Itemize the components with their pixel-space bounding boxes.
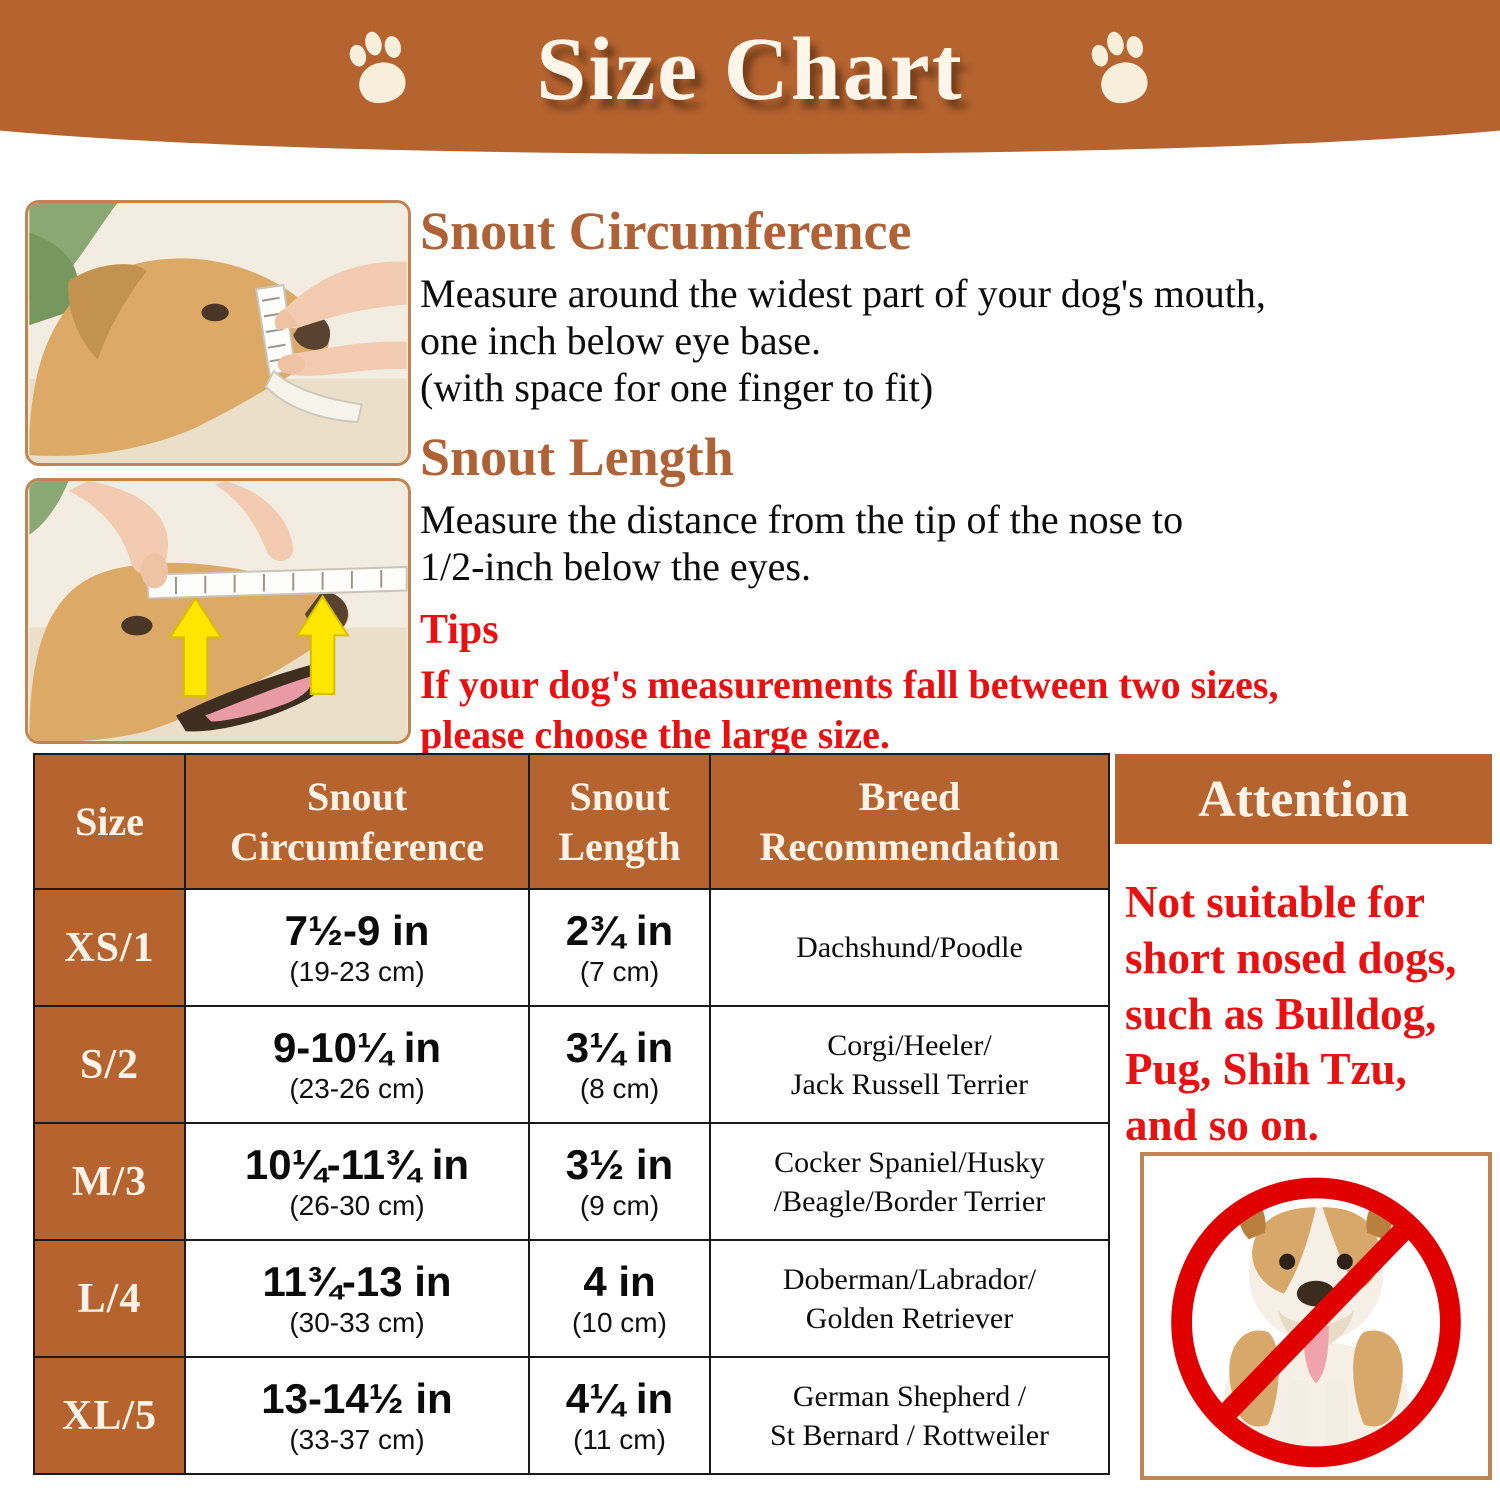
header-breed: Breed Recommendation [709, 753, 1110, 890]
circumference-heading: Snout Circumference [420, 201, 912, 261]
header-size: Size [33, 753, 186, 890]
size-chart-table: Size Snout Circumference Snout Length Br… [33, 753, 1110, 1475]
length-cm: (9 cm) [579, 1189, 660, 1221]
length-inches: 4¼ in [565, 1374, 674, 1422]
circumference-line: Measure around the widest part of your d… [420, 270, 1266, 316]
attention-line: such as Bulldog, [1125, 988, 1437, 1039]
attention-warning-text: Not suitable for short nosed dogs, such … [1125, 875, 1495, 1154]
circumference-cm: (23-26 cm) [289, 1072, 425, 1104]
breed-recommendation: Cocker Spaniel/Husky [774, 1145, 1045, 1179]
page-title: Size Chart [536, 20, 964, 119]
breed-recommendation: German Shepherd / [792, 1379, 1027, 1413]
length-line: Measure the distance from the tip of the… [420, 496, 1184, 542]
dog-measuring-circumference-illustration [29, 203, 407, 463]
attention-line: short nosed dogs, [1125, 932, 1457, 983]
not-suitable-bulldog-image [1140, 1152, 1492, 1480]
tips-line: please choose the large size. [420, 712, 890, 758]
size-label: XS/1 [33, 888, 186, 1007]
photo-snout-length [25, 478, 411, 744]
attention-line: Pug, Shih Tzu, [1125, 1044, 1407, 1095]
length-cm: (10 cm) [572, 1306, 667, 1338]
tips-heading: Tips [420, 607, 499, 654]
circumference-cm: (26-30 cm) [289, 1189, 425, 1221]
breed-recommendation: Doberman/Labrador/ [782, 1262, 1037, 1296]
length-inches: 2¾ in [565, 906, 674, 954]
prohibition-icon [1171, 1177, 1461, 1468]
attention-line: and so on. [1125, 1100, 1319, 1151]
table-row: XL/5 13-14½ in (33-37 cm) 4¼ in (11 cm) … [33, 1356, 1110, 1475]
size-label: L/4 [33, 1239, 186, 1358]
banner-background [0, 0, 1500, 154]
up-arrow-icon [168, 596, 223, 698]
attention-line: Not suitable for [1125, 877, 1425, 927]
circumference-inches: 7½-9 in [284, 906, 430, 954]
breed-recommendation: Corgi/Heeler/ [827, 1028, 992, 1062]
length-inches: 3¼ in [565, 1023, 674, 1071]
tips-line: If your dog's measurements fall between … [420, 662, 1279, 708]
circumference-inches: 11¾-13 in [262, 1257, 452, 1305]
breed-recommendation: Golden Retriever [805, 1301, 1014, 1335]
breed-recommendation: St Bernard / Rottweiler [769, 1418, 1050, 1452]
circumference-inches: 9-10¼ in [272, 1023, 442, 1071]
dog-measuring-length-illustration [29, 481, 408, 741]
table-row: S/2 9-10¼ in (23-26 cm) 3¼ in (8 cm) Cor… [33, 1005, 1110, 1124]
header-circumference: Snout Circumference [184, 753, 530, 890]
paw-icon [349, 31, 406, 103]
length-cm: (8 cm) [579, 1072, 660, 1104]
circumference-inches: 10¼-11¾ in [244, 1140, 470, 1188]
length-cm: (7 cm) [579, 955, 660, 987]
length-inches: 4 in [583, 1257, 656, 1305]
length-line: 1/2-inch below the eyes. [420, 544, 811, 590]
size-label: S/2 [33, 1005, 186, 1124]
length-inches: 3½ in [565, 1140, 674, 1188]
table-header-row: Size Snout Circumference Snout Length Br… [33, 753, 1110, 890]
length-cm: (11 cm) [573, 1423, 666, 1455]
bulldog-illustration [1156, 1156, 1476, 1476]
size-label: M/3 [33, 1122, 186, 1241]
table-row: M/3 10¼-11¾ in (26-30 cm) 3½ in (9 cm) C… [33, 1122, 1110, 1241]
circumference-line: one inch below eye base. [420, 317, 821, 363]
length-heading: Snout Length [420, 427, 734, 488]
circumference-line: (with space for one finger to fit) [420, 365, 934, 411]
banner: Size Chart [0, 0, 1500, 158]
circumference-cm: (33-37 cm) [289, 1423, 425, 1455]
attention-heading: Attention [1115, 754, 1492, 844]
photo-snout-circumference [25, 200, 411, 466]
breed-recommendation: Jack Russell Terrier [790, 1067, 1029, 1101]
up-arrow-icon [295, 594, 350, 696]
measuring-instructions: Snout Circumference Measure around the w… [420, 203, 1490, 760]
breed-recommendation: Dachshund/Poodle [796, 931, 1023, 964]
paw-icon [1091, 31, 1148, 103]
breed-recommendation: /Beagle/Border Terrier [773, 1184, 1046, 1218]
circumference-cm: (19-23 cm) [289, 955, 425, 987]
table-row: L/4 11¾-13 in (30-33 cm) 4 in (10 cm) Do… [33, 1239, 1110, 1358]
circumference-cm: (30-33 cm) [289, 1306, 425, 1338]
circumference-inches: 13-14½ in [261, 1374, 453, 1422]
size-label: XL/5 [33, 1356, 186, 1475]
table-row: XS/1 7½-9 in (19-23 cm) 2¾ in (7 cm) Dac… [33, 888, 1110, 1007]
header-length: Snout Length [528, 753, 711, 890]
